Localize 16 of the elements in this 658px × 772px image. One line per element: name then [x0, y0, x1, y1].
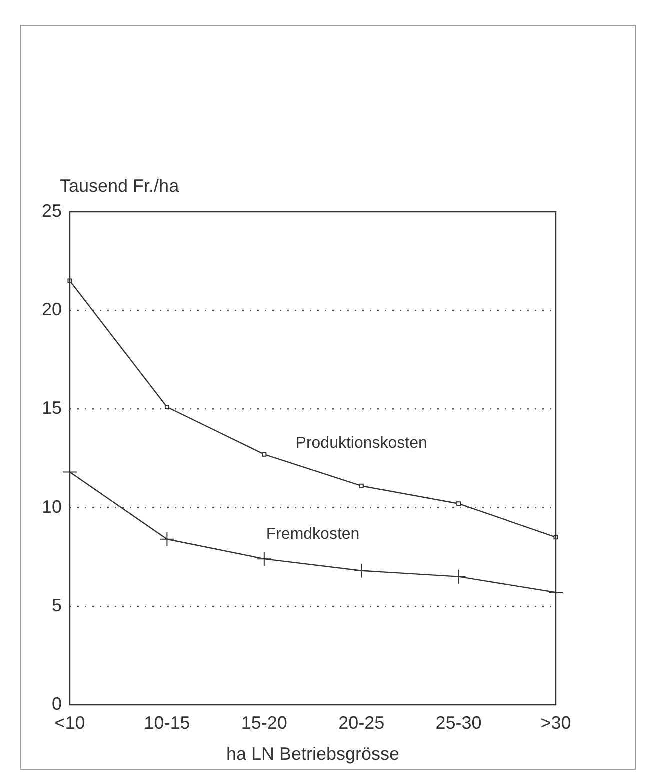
x-tick-label: 25-30: [436, 712, 482, 733]
y-tick-label: 20: [42, 300, 62, 320]
y-tick-label: 15: [42, 398, 62, 418]
y-tick-label: 25: [42, 200, 62, 221]
y-tick-label: 10: [42, 496, 62, 517]
x-tick-label: 10-15: [144, 712, 190, 733]
y-tick-label: 5: [52, 595, 62, 616]
x-tick-label: 15-20: [241, 712, 288, 733]
x-tick-label: 20-25: [338, 712, 385, 733]
x-tick-label: <10: [54, 712, 86, 733]
y-axis-title: Tausend Fr./ha: [60, 176, 180, 196]
series-label: Fremdkosten: [266, 526, 360, 543]
series-label: Produktionskosten: [296, 435, 428, 452]
x-tick-label: >30: [540, 712, 572, 733]
y-tick-label: 0: [52, 694, 62, 714]
x-axis-title: ha LN Betriebsgrösse: [226, 744, 400, 764]
